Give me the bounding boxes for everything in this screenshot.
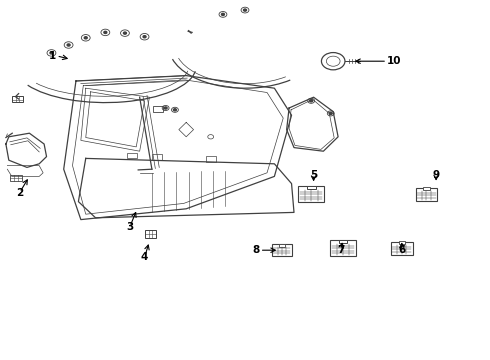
Text: 3: 3 [126,222,133,232]
Circle shape [84,37,87,39]
FancyBboxPatch shape [423,187,430,190]
Text: 9: 9 [433,170,440,180]
Circle shape [173,109,176,111]
Text: 7: 7 [337,245,344,255]
Circle shape [244,9,246,11]
Circle shape [310,100,313,102]
Text: 1: 1 [49,51,56,61]
Circle shape [329,112,332,114]
Text: 2: 2 [16,188,23,198]
Text: 4: 4 [141,252,148,262]
Circle shape [164,107,167,109]
Text: 6: 6 [398,245,405,255]
FancyBboxPatch shape [339,240,347,243]
Text: 8: 8 [252,245,260,255]
Circle shape [143,36,146,38]
Text: 5: 5 [310,170,317,180]
FancyBboxPatch shape [307,186,316,189]
Circle shape [123,32,126,34]
Circle shape [50,52,53,54]
FancyBboxPatch shape [398,241,405,244]
Circle shape [221,13,224,15]
Text: 10: 10 [387,56,402,66]
Circle shape [104,31,107,33]
FancyBboxPatch shape [279,244,285,247]
Circle shape [67,44,70,46]
